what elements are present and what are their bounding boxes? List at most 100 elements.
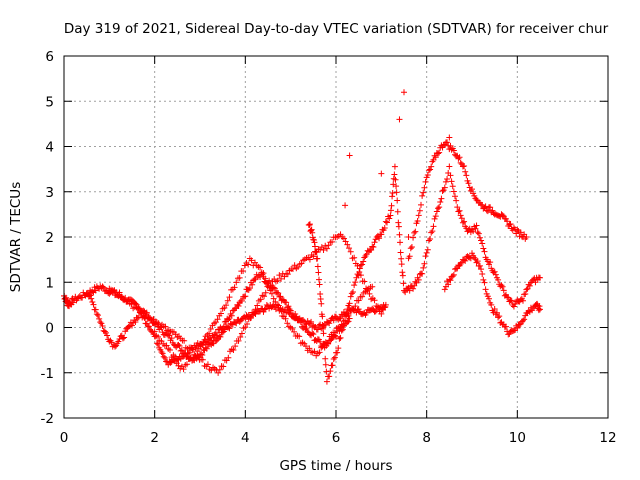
data-point-track-e	[436, 204, 443, 211]
data-point-track-b	[242, 293, 249, 300]
data-point-track-g	[535, 307, 542, 314]
x-tick-label: 2	[150, 430, 159, 446]
data-point-track-b	[310, 331, 317, 338]
data-point-track-d	[316, 349, 323, 356]
data-point-track-e	[395, 223, 402, 230]
data-point-track-b	[119, 335, 126, 342]
data-point-track-e	[473, 222, 480, 229]
data-point-track-c	[232, 343, 239, 350]
data-point-track-e	[430, 223, 437, 230]
data-point-track-e	[317, 295, 324, 302]
data-point-track-e	[354, 271, 361, 278]
data-point-track-f	[469, 186, 475, 193]
data-point-track-e	[474, 229, 481, 236]
data-point-track-b	[235, 302, 242, 309]
data-point-track-g	[486, 295, 492, 302]
y-tick-label: 1	[45, 275, 54, 291]
data-point-track-e	[492, 271, 499, 278]
data-point-track-c	[237, 334, 244, 341]
data-point-track-f	[461, 163, 468, 170]
data-point-track-e	[393, 189, 400, 196]
data-point-track-b	[95, 312, 101, 319]
data-point-track-e	[357, 262, 364, 269]
data-point-track-e	[382, 218, 389, 225]
data-point-track-f	[484, 208, 491, 215]
data-point-track-e	[327, 368, 334, 375]
data-point-track-e	[498, 282, 505, 289]
data-point-track-d	[296, 333, 303, 340]
data-point-track-b	[275, 290, 282, 297]
data-point-track-e	[320, 330, 327, 337]
data-point-track-e	[313, 248, 320, 255]
data-point-track-d	[284, 320, 291, 327]
data-point-track-e	[352, 279, 359, 286]
data-point-track-c	[225, 354, 232, 361]
data-point-track-e	[439, 188, 446, 195]
data-point-track-e	[395, 219, 402, 226]
data-point-track-e	[331, 354, 338, 361]
data-point-track-d	[192, 352, 199, 359]
data-point-track-c	[125, 297, 132, 304]
data-point-track-c	[199, 356, 206, 363]
data-point-track-d	[265, 280, 272, 287]
data-point-track-f	[506, 221, 513, 228]
axis-ticks	[63, 55, 609, 419]
data-point-track-e	[311, 239, 318, 246]
data-point-track-c	[346, 245, 353, 252]
data-point-track-f	[408, 243, 415, 250]
data-point-track-a	[168, 335, 175, 342]
data-point-track-d	[270, 295, 277, 302]
data-point-track-d	[214, 316, 221, 323]
data-point-track-e	[322, 361, 329, 368]
data-point-track-e	[472, 225, 479, 232]
data-point-track-b	[238, 297, 245, 304]
data-point-track-e	[348, 290, 355, 297]
data-point-track-e	[319, 313, 326, 320]
data-point-track-a	[326, 320, 333, 327]
data-point-track-e	[423, 249, 430, 256]
data-point-track-f	[410, 234, 417, 241]
data-point-track-d	[369, 283, 376, 290]
data-point-track-f	[432, 154, 439, 161]
data-point-track-e	[410, 285, 417, 292]
data-point-track-d	[245, 261, 252, 268]
data-point-track-b	[246, 285, 253, 292]
data-point-track-b	[112, 343, 118, 350]
data-point-track-e	[431, 215, 438, 222]
data-point-track-f	[465, 180, 472, 187]
data-point-track-e	[537, 274, 543, 281]
data-point-track-c	[278, 275, 285, 282]
data-point-track-d	[248, 257, 255, 264]
data-point-track-e	[454, 204, 461, 211]
data-point-track-e	[455, 208, 462, 215]
data-point-track-b	[221, 318, 228, 325]
data-point-track-b	[155, 341, 162, 348]
data-point-track-e	[335, 345, 342, 352]
data-point-track-e	[475, 230, 482, 237]
y-tick-label: -1	[41, 366, 54, 382]
data-point-track-e	[308, 226, 315, 233]
data-point-track-b	[132, 318, 139, 325]
data-point-track-a	[261, 306, 268, 313]
data-point-track-e	[393, 183, 400, 190]
data-point-track-a	[89, 288, 96, 295]
data-point-track-f	[487, 204, 494, 211]
data-point-isolated	[378, 170, 385, 177]
data-point-track-c	[252, 306, 259, 313]
data-point-track-b	[283, 299, 290, 306]
data-point-track-e	[337, 334, 344, 341]
data-point-track-a	[132, 300, 139, 307]
data-point-track-e	[398, 255, 405, 262]
data-point-track-d	[331, 329, 338, 336]
data-point-track-e	[321, 344, 328, 351]
data-point-track-e	[429, 228, 436, 235]
data-point-isolated	[401, 89, 407, 96]
data-point-track-g	[476, 262, 483, 269]
data-point-track-e	[321, 340, 328, 347]
data-point-track-g	[536, 303, 543, 310]
data-point-track-e	[394, 208, 401, 215]
data-point-track-e	[360, 258, 367, 265]
data-point-track-g	[484, 293, 491, 300]
data-point-track-c	[247, 315, 254, 322]
data-point-track-e	[359, 261, 366, 268]
